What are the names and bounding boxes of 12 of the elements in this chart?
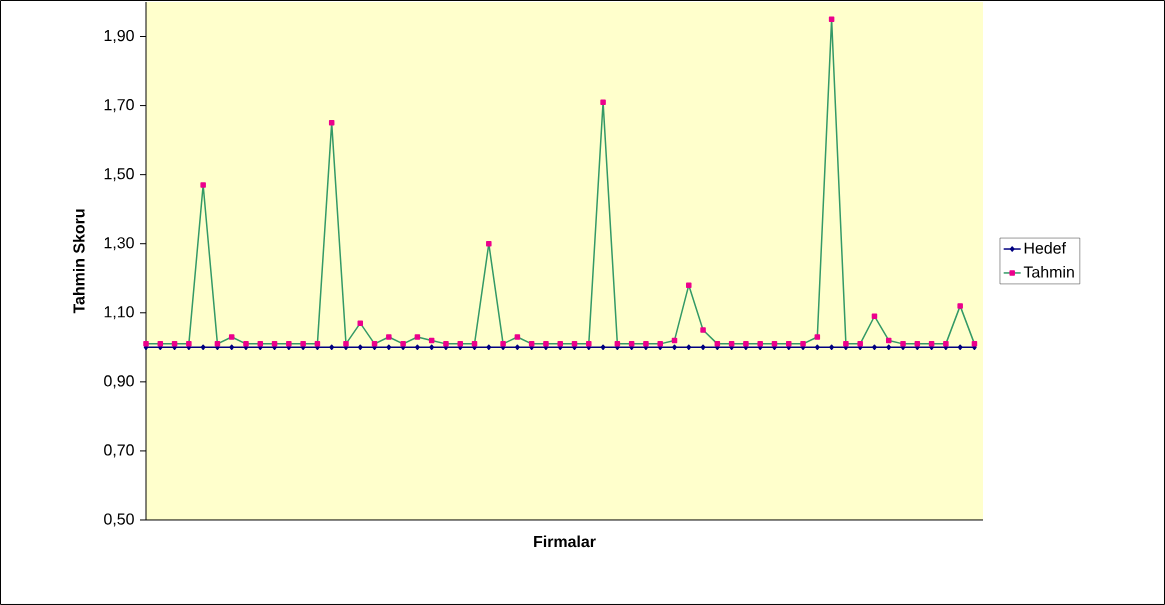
y-tick-label: 0,70 (104, 444, 134, 458)
legend-label: Tahmin (1023, 265, 1074, 278)
legend-label: Hedef (1024, 242, 1066, 254)
y-tick-label: 0,90 (104, 375, 134, 389)
y-tick-label: 1,50 (104, 168, 134, 182)
y-tick-label: 1,10 (104, 306, 134, 320)
y-tick-label: 1,70 (104, 99, 134, 113)
x-axis-title: Firmalar (534, 535, 596, 548)
y-axis-title: Tahmin Skoru (72, 209, 85, 314)
y-tick-label: 1,90 (104, 29, 134, 44)
y-tick-label: 0,50 (104, 513, 134, 527)
y-tick-label: 1,30 (104, 237, 134, 251)
